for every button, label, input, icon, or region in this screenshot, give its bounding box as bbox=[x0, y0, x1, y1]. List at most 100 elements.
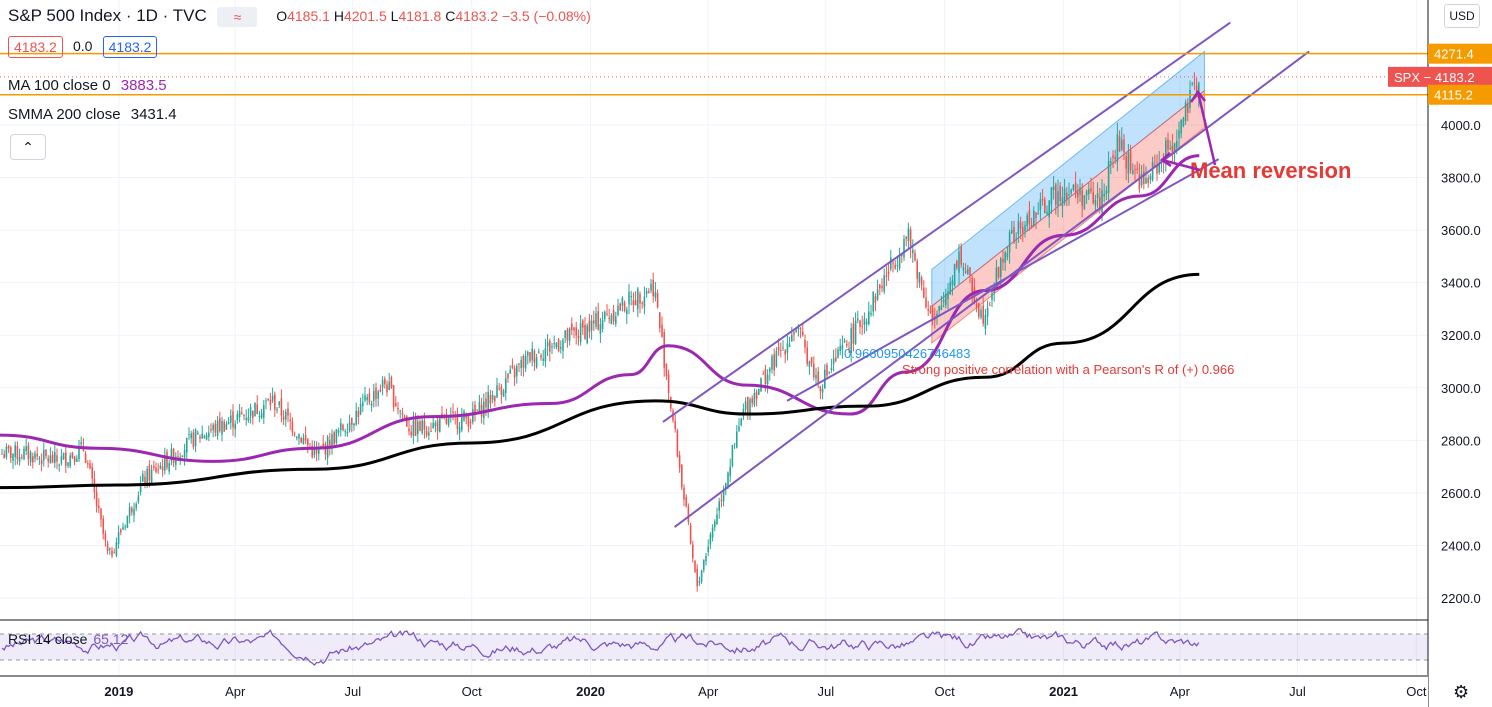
candle bbox=[967, 269, 969, 275]
candle bbox=[45, 449, 47, 457]
candle bbox=[29, 452, 32, 463]
close-label: C bbox=[445, 8, 456, 24]
candle bbox=[98, 505, 100, 509]
price-tick-label: 4000.0 bbox=[1441, 118, 1481, 133]
candle bbox=[804, 339, 806, 348]
candle bbox=[1026, 215, 1028, 227]
candle bbox=[291, 421, 294, 433]
candle bbox=[109, 548, 111, 550]
candle bbox=[865, 321, 868, 325]
candle bbox=[54, 452, 56, 463]
candle bbox=[1006, 252, 1009, 258]
candle bbox=[610, 315, 613, 325]
wave-icon[interactable]: ≈ bbox=[217, 6, 258, 27]
candle bbox=[1154, 165, 1156, 167]
candle bbox=[280, 398, 283, 416]
candle bbox=[43, 449, 45, 461]
candle bbox=[34, 453, 36, 459]
gear-icon[interactable]: ⚙ bbox=[1453, 682, 1470, 702]
channel-line-lower bbox=[786, 158, 1220, 402]
candle bbox=[837, 349, 839, 358]
trend-channel[interactable] bbox=[662, 21, 1310, 528]
candle bbox=[722, 490, 725, 502]
rsi-legend[interactable]: RSI 14 close 65.12 bbox=[8, 631, 128, 647]
candle bbox=[835, 357, 837, 362]
candle bbox=[1107, 160, 1110, 193]
candle bbox=[1129, 150, 1132, 171]
candle bbox=[588, 320, 591, 332]
price-badge bbox=[1428, 43, 1492, 64]
candle bbox=[997, 266, 1000, 278]
candle bbox=[648, 291, 650, 293]
candle bbox=[599, 324, 602, 335]
candle bbox=[1176, 141, 1178, 148]
candle bbox=[773, 354, 775, 371]
candle bbox=[573, 327, 575, 331]
candle bbox=[489, 395, 492, 404]
candle bbox=[821, 389, 824, 393]
candle bbox=[172, 449, 175, 463]
candle bbox=[907, 228, 910, 241]
candle bbox=[362, 402, 364, 407]
candle bbox=[1048, 200, 1050, 218]
collapse-legend-button[interactable]: ⌃ bbox=[10, 134, 46, 160]
time-tick-label: 2019 bbox=[104, 684, 133, 699]
candle bbox=[1158, 162, 1160, 173]
candle bbox=[918, 272, 921, 283]
open-value: 4185.1 bbox=[287, 8, 330, 24]
candle bbox=[1094, 200, 1097, 206]
candle bbox=[164, 455, 166, 471]
candle bbox=[535, 357, 538, 368]
candle bbox=[740, 418, 742, 426]
candle bbox=[214, 423, 217, 433]
candle bbox=[940, 305, 943, 310]
buy-button[interactable]: 4183.2 bbox=[102, 36, 158, 58]
candle bbox=[1132, 170, 1134, 174]
candle bbox=[1103, 193, 1105, 197]
candle bbox=[474, 404, 476, 413]
candle bbox=[287, 408, 289, 416]
currency-button[interactable]: USD bbox=[1444, 4, 1480, 28]
candle bbox=[441, 413, 443, 416]
candle bbox=[313, 448, 316, 456]
price-tick-label: 2400.0 bbox=[1441, 538, 1481, 553]
candle bbox=[557, 339, 560, 352]
candle bbox=[1125, 156, 1127, 169]
candle bbox=[227, 421, 230, 425]
candle bbox=[1072, 184, 1075, 190]
smma-legend[interactable]: SMMA 200 close 3431.4 bbox=[8, 106, 177, 123]
regression-lower-band bbox=[931, 89, 1205, 345]
candles[interactable] bbox=[1, 72, 1200, 592]
regression-channel bbox=[931, 50, 1205, 345]
price-badge-label: SPX − 4183.2 bbox=[1394, 70, 1475, 85]
candle bbox=[1090, 188, 1092, 192]
sell-button[interactable]: 4183.2 bbox=[8, 36, 63, 58]
rsi-line bbox=[1, 628, 1200, 666]
candle bbox=[408, 428, 410, 432]
ma-legend[interactable]: MA 100 close 0 3883.5 bbox=[8, 77, 167, 94]
candle bbox=[518, 363, 520, 365]
time-tick-label: 2020 bbox=[576, 684, 605, 699]
candle bbox=[606, 313, 608, 315]
time-tick-label: Apr bbox=[698, 684, 719, 699]
candle bbox=[953, 263, 956, 286]
candle bbox=[104, 533, 107, 541]
candle bbox=[342, 424, 344, 431]
candle bbox=[296, 437, 298, 439]
candle bbox=[1191, 83, 1193, 85]
candle bbox=[617, 305, 619, 316]
candle bbox=[755, 391, 758, 399]
candle bbox=[7, 445, 10, 449]
candle bbox=[124, 526, 126, 528]
smma200-line bbox=[0, 272, 1200, 490]
candle bbox=[73, 456, 76, 462]
candle bbox=[566, 329, 569, 341]
candle bbox=[12, 453, 14, 461]
candle bbox=[395, 402, 397, 406]
candle bbox=[604, 311, 606, 320]
candle bbox=[630, 295, 632, 297]
price-lines[interactable] bbox=[0, 52, 1428, 96]
candle bbox=[982, 305, 984, 324]
